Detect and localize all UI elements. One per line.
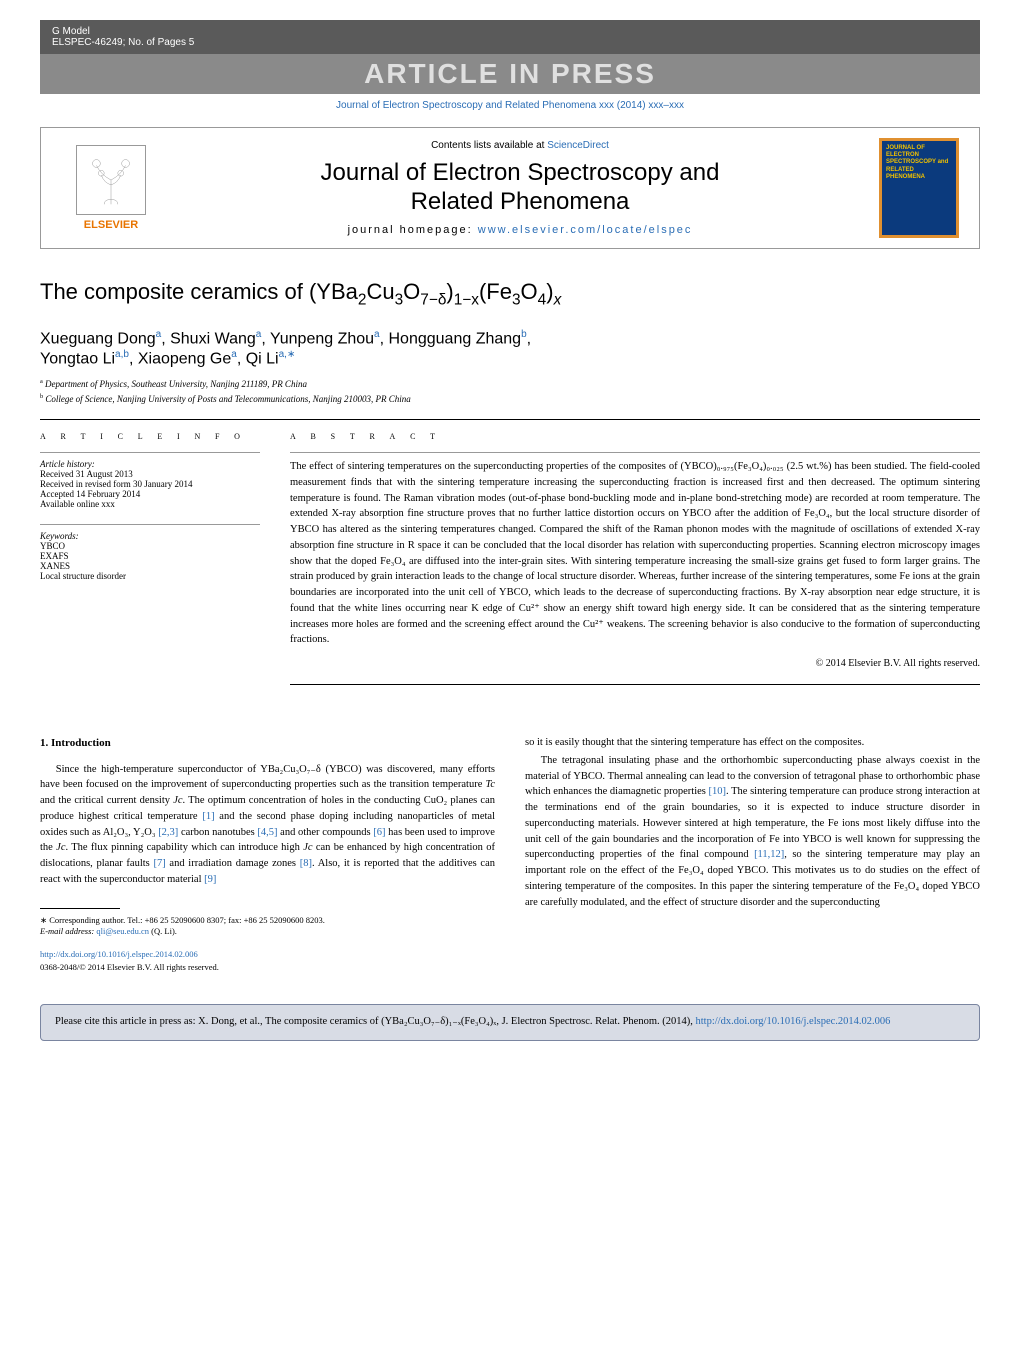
copyright: © 2014 Elsevier B.V. All rights reserved… (290, 658, 980, 669)
elsevier-text: ELSEVIER (84, 219, 138, 231)
history-label: Article history: (40, 459, 260, 469)
email-link[interactable]: qli@seu.edu.cn (96, 926, 149, 936)
intro-p1-cont: so it is easily thought that the sinteri… (525, 735, 980, 751)
homepage-prefix: journal homepage: (348, 224, 478, 236)
ref-6[interactable]: [6] (373, 827, 385, 838)
article-title: The composite ceramics of (YBa2Cu3O7−δ)1… (40, 279, 980, 309)
rule (290, 684, 980, 685)
ref-2-3[interactable]: [2,3] (158, 827, 178, 838)
issn-line: 0368-2048/© 2014 Elsevier B.V. All right… (40, 961, 495, 974)
keyword-2: EXAFS (40, 551, 260, 561)
journal-homepage: journal homepage: www.elsevier.com/locat… (181, 224, 859, 236)
author-4: Hongguang Zhang (389, 331, 522, 348)
keyword-3: XANES (40, 561, 260, 571)
info-abstract-row: a r t i c l e i n f o Article history: R… (40, 430, 980, 695)
elsevier-tree-icon (76, 145, 146, 215)
main-content: 1. Introduction Since the high-temperatu… (40, 735, 980, 974)
author-7: Qi Li (246, 350, 279, 367)
author-3: Yunpeng Zhou (270, 331, 374, 348)
abstract-heading: a b s t r a c t (290, 430, 980, 442)
cite-box: Please cite this article in press as: X.… (40, 1004, 980, 1041)
ref-10[interactable]: [10] (709, 786, 727, 797)
journal-panel: ELSEVIER Contents lists available at Sci… (40, 127, 980, 249)
ref-7[interactable]: [7] (153, 858, 165, 869)
intro-p2: The tetragonal insulating phase and the … (525, 753, 980, 911)
abstract-text: The effect of sintering temperatures on … (290, 459, 980, 648)
email-label: E-mail address: (40, 926, 96, 936)
intro-heading: 1. Introduction (40, 735, 495, 752)
received-date: Received 31 August 2013 (40, 469, 260, 479)
ref-4-5[interactable]: [4,5] (257, 827, 277, 838)
intro-p1: Since the high-temperature superconducto… (40, 762, 495, 888)
keyword-1: YBCO (40, 541, 260, 551)
rule (40, 524, 260, 525)
corr-author: ∗ Corresponding author. Tel.: +86 25 520… (40, 915, 495, 927)
press-banner: ARTICLE IN PRESS (40, 54, 980, 94)
abstract: a b s t r a c t The effect of sintering … (290, 430, 980, 695)
journal-panel-center: Contents lists available at ScienceDirec… (181, 140, 859, 237)
sciencedirect-link[interactable]: ScienceDirect (547, 140, 609, 151)
column-right: so it is easily thought that the sinteri… (525, 735, 980, 974)
affiliation-b: b College of Science, Nanjing University… (40, 393, 980, 404)
keyword-4: Local structure disorder (40, 571, 260, 581)
cover-text: JOURNAL OF ELECTRON SPECTROSCOPY and REL… (882, 141, 956, 185)
journal-cover-thumb: JOURNAL OF ELECTRON SPECTROSCOPY and REL… (879, 138, 959, 238)
cite-text: Please cite this article in press as: X.… (55, 1016, 696, 1027)
ref-11-12[interactable]: [11,12] (754, 849, 784, 860)
ref-1[interactable]: [1] (202, 811, 214, 822)
contents-line: Contents lists available at ScienceDirec… (181, 140, 859, 151)
column-left: 1. Introduction Since the high-temperatu… (40, 735, 495, 974)
journal-name-l1: Journal of Electron Spectroscopy and (321, 159, 720, 186)
corresponding-footnote: ∗ Corresponding author. Tel.: +86 25 520… (40, 915, 495, 939)
header-bar: G Model ELSPEC-46249; No. of Pages 5 (40, 20, 980, 54)
journal-citation-line: Journal of Electron Spectroscopy and Rel… (40, 94, 980, 117)
affiliation-a: a Department of Physics, Southeast Unive… (40, 378, 980, 389)
gmodel-label: G Model (52, 26, 194, 37)
author-5: Yongtao Li (40, 350, 115, 367)
contents-prefix: Contents lists available at (431, 140, 547, 151)
cite-doi-link[interactable]: http://dx.doi.org/10.1016/j.elspec.2014.… (696, 1016, 891, 1027)
article-info: a r t i c l e i n f o Article history: R… (40, 430, 260, 695)
doi-link[interactable]: http://dx.doi.org/10.1016/j.elspec.2014.… (40, 948, 495, 961)
rule (40, 452, 260, 453)
author-1: Xueguang Dong (40, 331, 156, 348)
author-2: Shuxi Wang (170, 331, 256, 348)
keywords-label: Keywords: (40, 531, 260, 541)
rule (290, 452, 980, 453)
journal-name: Journal of Electron Spectroscopy and Rel… (181, 159, 859, 217)
journal-name-l2: Related Phenomena (411, 188, 630, 215)
homepage-link[interactable]: www.elsevier.com/locate/elspec (478, 224, 693, 236)
elsevier-logo: ELSEVIER (61, 138, 161, 238)
author-6: Xiaopeng Ge (138, 350, 231, 367)
ref-9[interactable]: [9] (204, 874, 216, 885)
online-date: Available online xxx (40, 499, 260, 509)
ref-8[interactable]: [8] (300, 858, 312, 869)
rule (40, 419, 980, 420)
revised-date: Received in revised form 30 January 2014 (40, 479, 260, 489)
info-heading: a r t i c l e i n f o (40, 430, 260, 442)
elspec-id: ELSPEC-46249; No. of Pages 5 (52, 37, 194, 48)
authors: Xueguang Donga, Shuxi Wanga, Yunpeng Zho… (40, 329, 980, 368)
footnote-rule (40, 908, 120, 909)
accepted-date: Accepted 14 February 2014 (40, 489, 260, 499)
